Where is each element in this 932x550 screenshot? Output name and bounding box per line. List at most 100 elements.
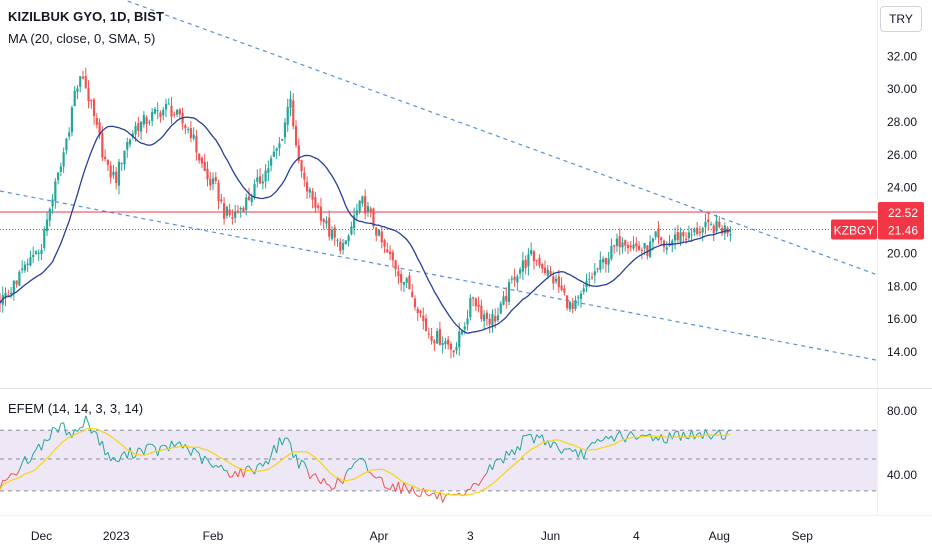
last-price-badge-label: 21.46 (888, 223, 918, 237)
oscillator-segment (328, 484, 333, 490)
candle-body (120, 162, 123, 164)
oscillator-segment (317, 479, 322, 485)
oscillator-segment (129, 447, 134, 459)
time-tick-label: 4 (633, 529, 640, 543)
candle-body (341, 243, 345, 250)
candle-body (438, 329, 441, 345)
oscillator-segment (196, 450, 200, 454)
oscillator-segment (397, 481, 402, 495)
candle-body (590, 276, 594, 278)
time-tick-label: Feb (203, 529, 224, 543)
candle-body (397, 271, 400, 277)
oscillator-segment (478, 480, 482, 486)
oscillator-segment (173, 443, 178, 448)
candle-body (134, 125, 137, 135)
last-price-badge (878, 219, 924, 240)
oscillator-segment (464, 489, 468, 495)
oscillator-segment (49, 427, 54, 440)
oscillator-segment (135, 447, 139, 457)
oscillator-segment (314, 473, 319, 480)
candle-body (552, 276, 555, 284)
candle-body (640, 249, 643, 251)
oscillator-segment (124, 451, 128, 459)
candle-body (167, 103, 170, 105)
candle-body (690, 234, 693, 236)
price-tick-label: 18.00 (887, 279, 917, 293)
oscillator-segment (273, 444, 278, 454)
candle-body (455, 347, 458, 351)
candle-body (319, 206, 323, 221)
candle-body (286, 106, 289, 125)
candle-body (234, 212, 237, 218)
oscillator-segment (331, 487, 335, 491)
oscillator-segment (594, 438, 598, 444)
oscillator-segment (652, 436, 657, 442)
oscillator-segment (204, 455, 208, 460)
oscillator-tick-label: 80.00 (887, 404, 917, 418)
candle-body (148, 121, 151, 123)
time-axis: Dec 2023 Feb Apr 3 Jun 4 Aug Sep (31, 529, 813, 543)
candle-body (283, 122, 287, 138)
oscillator-segment (588, 442, 593, 447)
candle-body (563, 288, 566, 293)
oscillator-segment (428, 493, 432, 497)
candle-body (408, 275, 411, 290)
candle-body (173, 114, 176, 116)
candle-body (386, 249, 389, 253)
candle-body (206, 168, 209, 180)
candle-body (7, 295, 10, 297)
oscillator-segment (270, 444, 275, 456)
candle-body (151, 112, 154, 121)
candle-body (613, 245, 616, 247)
candle-body (264, 170, 267, 182)
candle-body (115, 171, 118, 183)
price-tick-label: 24.00 (887, 181, 917, 195)
oscillator-segment (140, 449, 145, 455)
oscillator-segment (126, 447, 131, 459)
candle-body (673, 234, 677, 241)
oscillator-segment (353, 460, 358, 464)
oscillator-segment (256, 462, 261, 466)
oscillator-segment (597, 438, 601, 442)
oscillator-segment (265, 460, 269, 465)
candle-body (433, 340, 436, 344)
candle-body (231, 217, 234, 219)
oscillator-segment (163, 444, 167, 447)
candle-body (9, 292, 13, 295)
candle-body (364, 196, 367, 214)
oscillator-segment (104, 451, 109, 456)
candle-body (568, 301, 572, 310)
oscillator-segment (179, 441, 184, 449)
candle-body (76, 88, 79, 92)
candle-body (430, 336, 433, 341)
oscillator-segment (580, 449, 585, 460)
oscillator-segment (226, 470, 231, 478)
candle-body (34, 251, 38, 254)
candle-body (79, 76, 82, 87)
oscillator-segment (276, 437, 280, 454)
oscillator-segment (80, 426, 84, 429)
oscillator-segment (29, 453, 34, 462)
candle-body (723, 225, 726, 234)
oscillator-segment (389, 483, 394, 491)
oscillator-segment (691, 429, 695, 440)
oscillator-segment (193, 447, 197, 451)
oscillator-segment (373, 475, 377, 479)
oscillator-segment (475, 483, 479, 486)
candle-body (101, 133, 104, 158)
candle-body (491, 313, 494, 326)
oscillator (0, 415, 731, 503)
candle-body (624, 240, 627, 246)
oscillator-segment (433, 492, 438, 500)
candle-body (618, 236, 621, 248)
candle-body (596, 268, 599, 270)
candle-body (607, 258, 610, 265)
currency-button[interactable]: TRY (880, 6, 922, 32)
symbol-badge (831, 219, 877, 240)
candle-body (106, 159, 109, 165)
candle-body (84, 76, 87, 88)
candle-body (698, 231, 702, 234)
oscillator-segment (649, 433, 654, 442)
candle-body (51, 199, 54, 207)
